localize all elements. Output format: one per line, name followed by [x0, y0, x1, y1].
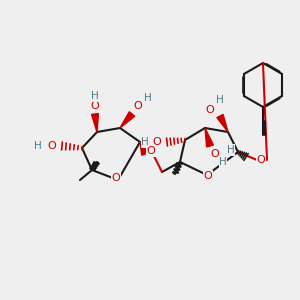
- Text: O: O: [206, 105, 214, 115]
- Polygon shape: [205, 128, 213, 147]
- Text: O: O: [256, 155, 266, 165]
- Text: H: H: [144, 93, 152, 103]
- Text: O: O: [91, 101, 99, 111]
- Text: O: O: [211, 149, 219, 159]
- Text: O: O: [112, 173, 120, 183]
- Text: O: O: [134, 101, 142, 111]
- Text: H: H: [219, 157, 227, 167]
- Polygon shape: [217, 114, 228, 132]
- Text: O: O: [153, 137, 161, 147]
- Text: H: H: [216, 95, 224, 105]
- Text: O: O: [204, 171, 212, 181]
- Text: H: H: [141, 137, 149, 147]
- Polygon shape: [140, 142, 148, 155]
- Polygon shape: [120, 112, 135, 128]
- Text: O: O: [147, 146, 155, 156]
- Text: H: H: [34, 141, 42, 151]
- Text: H: H: [227, 145, 235, 155]
- Text: O: O: [48, 141, 56, 151]
- Polygon shape: [92, 114, 98, 132]
- Text: H: H: [91, 91, 99, 101]
